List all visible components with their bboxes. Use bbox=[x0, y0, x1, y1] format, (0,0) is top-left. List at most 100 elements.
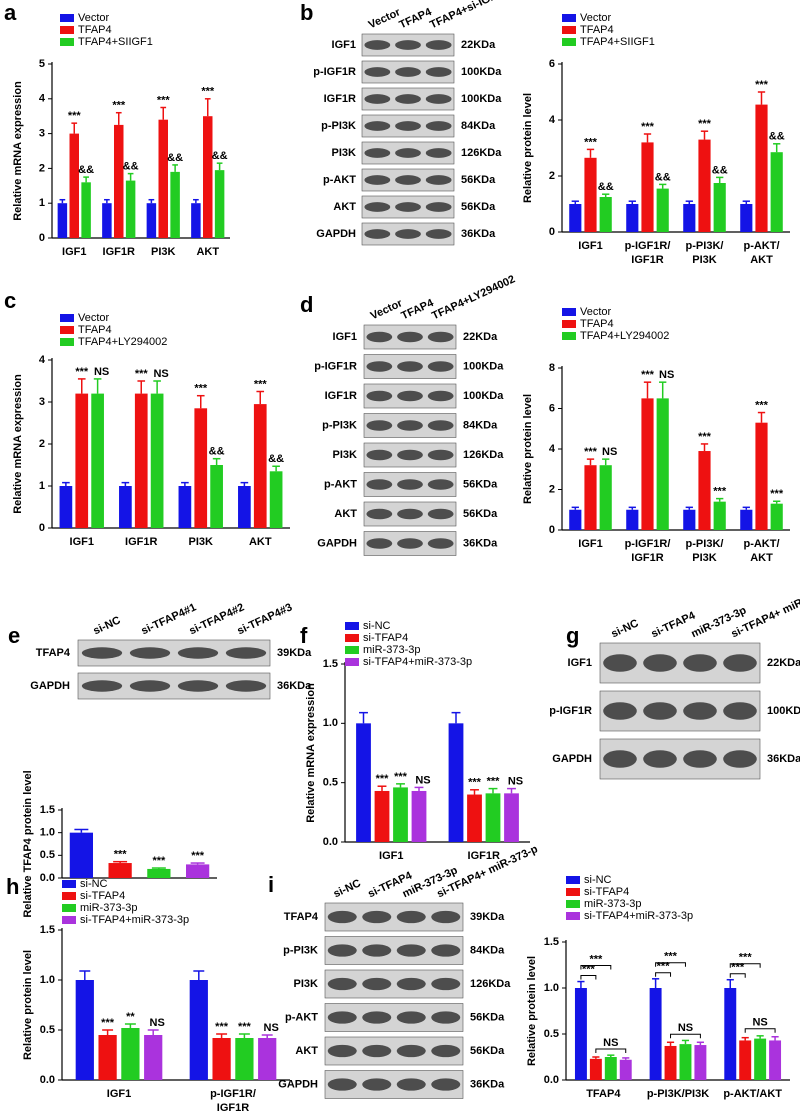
blot-band bbox=[431, 1011, 461, 1024]
comparison-bracket bbox=[580, 975, 597, 980]
bar bbox=[769, 1040, 782, 1080]
bar bbox=[641, 398, 654, 530]
protein-label: TFAP4 bbox=[284, 911, 319, 923]
annotation: *** bbox=[215, 1021, 229, 1033]
protein-label: PI3K bbox=[333, 449, 358, 461]
protein-label: TFAP4 bbox=[36, 647, 71, 659]
x-tick-label: p-PI3K/ bbox=[686, 240, 724, 252]
panel-label: h bbox=[6, 874, 19, 899]
bar bbox=[754, 1038, 767, 1080]
y-axis-label: Relative mRNA expression bbox=[12, 374, 24, 514]
legend-label: TFAP4 bbox=[580, 318, 614, 330]
bar bbox=[664, 1045, 677, 1080]
annotation: NS bbox=[150, 1017, 165, 1029]
bar bbox=[740, 509, 753, 530]
blot-band bbox=[396, 977, 426, 991]
protein-label: AKT bbox=[334, 508, 357, 520]
legend-swatch bbox=[345, 634, 359, 642]
lane-label: TFAP4 bbox=[399, 297, 436, 323]
legend-swatch bbox=[562, 38, 576, 46]
blot-band bbox=[395, 121, 421, 131]
x-tick-label: IGF1 bbox=[578, 240, 602, 252]
bar bbox=[656, 188, 669, 232]
annotation: *** bbox=[641, 369, 655, 381]
bar bbox=[191, 203, 201, 238]
panel-label: e bbox=[8, 623, 20, 648]
y-tick-label: 1 bbox=[39, 197, 45, 209]
blot-band bbox=[364, 148, 391, 158]
legend-swatch bbox=[562, 308, 576, 316]
bar bbox=[504, 793, 519, 842]
blot-band bbox=[366, 508, 393, 520]
x-tick-label: PI3K bbox=[692, 254, 717, 266]
bar bbox=[210, 465, 223, 528]
blot-band bbox=[603, 750, 637, 768]
bar bbox=[683, 204, 696, 232]
size-label: 100KDa bbox=[463, 390, 504, 402]
annotation: NS bbox=[153, 368, 168, 380]
comparison-label: *** bbox=[739, 952, 753, 964]
annotation: *** bbox=[68, 110, 82, 122]
blot-band bbox=[396, 1044, 426, 1058]
legend-label: si-NC bbox=[80, 878, 108, 890]
legend-swatch bbox=[62, 892, 76, 900]
panel-label: a bbox=[4, 0, 17, 25]
bar bbox=[626, 509, 639, 530]
bar bbox=[189, 980, 208, 1080]
legend-swatch bbox=[60, 314, 74, 322]
legend-swatch bbox=[345, 622, 359, 630]
blot-band bbox=[427, 361, 454, 372]
legend-swatch bbox=[62, 904, 76, 912]
legend-label: Vector bbox=[580, 306, 612, 318]
size-label: 56KDa bbox=[461, 174, 496, 186]
bar bbox=[393, 787, 408, 842]
blot-band bbox=[396, 1011, 426, 1024]
y-tick-label: 0 bbox=[549, 524, 555, 536]
y-tick-label: 4 bbox=[549, 114, 556, 126]
y-axis-label: Relative mRNA expression bbox=[12, 81, 24, 221]
y-tick-label: 5 bbox=[39, 58, 45, 70]
bar bbox=[147, 868, 171, 878]
bar bbox=[258, 1038, 277, 1080]
annotation: && bbox=[167, 152, 183, 164]
blot-band bbox=[396, 910, 426, 924]
annotation: *** bbox=[135, 368, 149, 380]
blot-band bbox=[425, 67, 452, 77]
legend-swatch bbox=[62, 916, 76, 924]
annotation: && bbox=[78, 164, 94, 176]
size-label: 100KDa bbox=[461, 66, 502, 78]
lane-label: si-NC bbox=[332, 877, 363, 900]
bar bbox=[599, 465, 612, 530]
legend-swatch bbox=[566, 912, 580, 920]
bar bbox=[158, 119, 168, 238]
lane-label: si-NC bbox=[609, 617, 640, 640]
comparison-bracket bbox=[744, 1028, 776, 1033]
y-tick-label: 2 bbox=[39, 162, 45, 174]
blot-band bbox=[643, 750, 677, 768]
size-label: 22KDa bbox=[767, 657, 800, 669]
bar bbox=[584, 157, 597, 232]
size-label: 126KDa bbox=[463, 449, 504, 461]
legend-label: TFAP4 bbox=[78, 24, 112, 36]
blot-band bbox=[395, 67, 421, 77]
blot-band bbox=[397, 420, 423, 431]
bar bbox=[144, 1035, 163, 1080]
annotation: ** bbox=[126, 1011, 135, 1023]
y-tick-label: 0.0 bbox=[40, 872, 55, 884]
blot-band bbox=[425, 148, 452, 158]
x-tick-label: p-PI3K/ bbox=[686, 538, 724, 550]
bar bbox=[203, 116, 213, 238]
annotation: *** bbox=[755, 79, 769, 91]
legend-label: TFAP4+LY294002 bbox=[78, 336, 167, 348]
size-label: 22KDa bbox=[463, 331, 498, 343]
blot-band bbox=[425, 229, 452, 239]
protein-label: GAPDH bbox=[278, 1078, 318, 1090]
blot-band bbox=[425, 202, 452, 212]
y-tick-label: 0.5 bbox=[323, 777, 338, 789]
blot-band bbox=[397, 479, 423, 490]
blot-band bbox=[427, 420, 454, 431]
protein-label: p-PI3K bbox=[321, 120, 356, 132]
blot-band bbox=[366, 420, 393, 431]
y-tick-label: 3 bbox=[39, 396, 45, 408]
annotation: NS bbox=[602, 446, 617, 458]
